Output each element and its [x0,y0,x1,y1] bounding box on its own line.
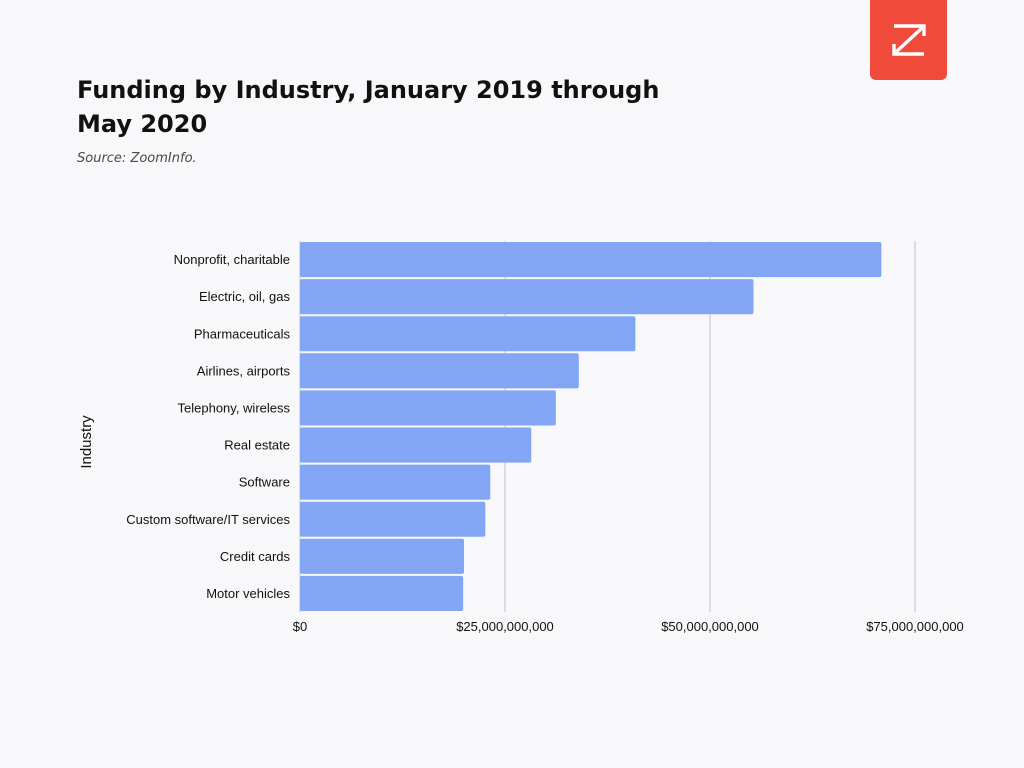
category-label: Credit cards [220,549,291,564]
x-tick-label: $0 [293,619,307,634]
category-label: Pharmaceuticals [194,326,291,341]
x-tick-label: $75,000,000,000 [866,619,964,634]
bar [300,316,636,352]
bar [300,501,486,537]
bar [300,427,532,463]
category-labels: Nonprofit, charitable Electric, oil, gas P… [126,252,290,601]
category-label: Custom software/IT services [126,512,290,527]
bar [300,353,579,389]
x-tick-label: $25,000,000,000 [456,619,554,634]
bar [300,390,556,426]
category-label: Airlines, airports [197,363,291,378]
bar [300,575,464,611]
bar [300,242,882,278]
chart-source: Source: ZoomInfo. [77,151,197,166]
chart-title: Funding by Industry, January 2019 throug… [77,76,660,138]
bar [300,279,754,315]
y-axis-title: Industry [78,415,95,469]
category-label: Motor vehicles [206,586,290,601]
bar [300,464,491,500]
category-label: Telephony, wireless [178,400,291,415]
category-label: Real estate [224,438,290,453]
category-label: Nonprofit, charitable [174,252,290,267]
category-label: Electric, oil, gas [199,289,291,304]
bar-layer [300,242,882,611]
bar [300,538,464,574]
zoominfo-z-logo-icon [891,24,926,56]
zoominfo-logo [870,0,947,80]
x-tick-label: $50,000,000,000 [661,619,759,634]
category-label: Software [239,475,290,490]
x-axis-ticks: $0 $25,000,000,000 $50,000,000,000 $75,000,… [293,619,964,634]
